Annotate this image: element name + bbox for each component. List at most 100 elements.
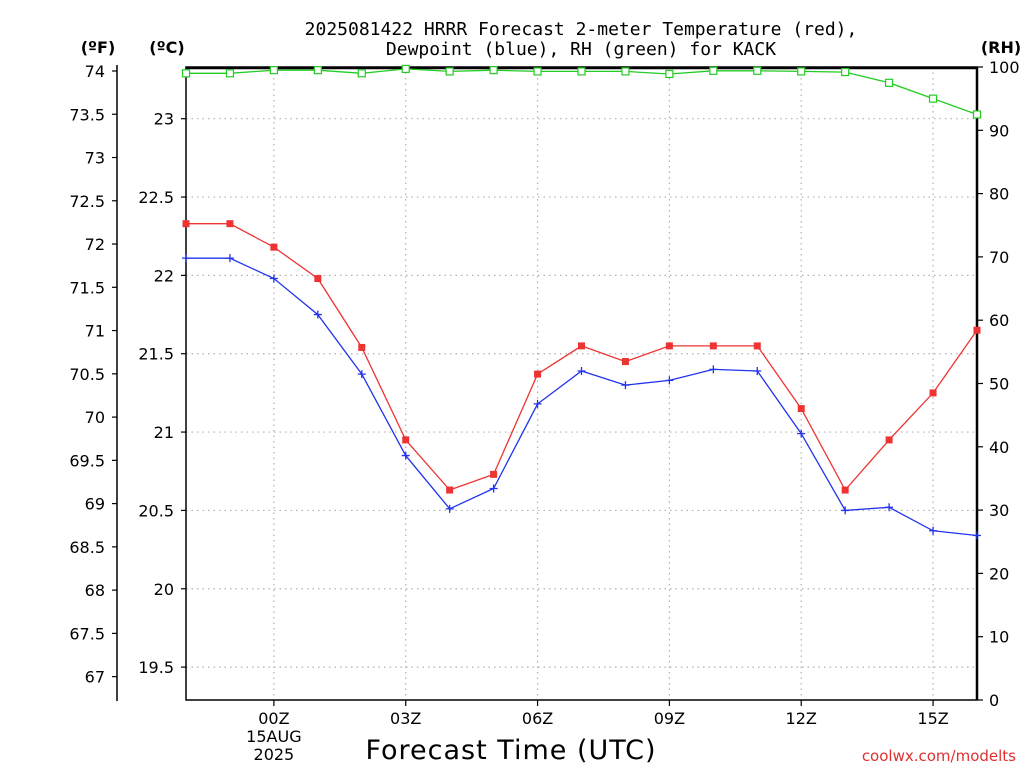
temperature-point bbox=[929, 389, 937, 397]
temperature-point bbox=[973, 326, 981, 334]
fahrenheit-tick-label: 74 bbox=[85, 62, 105, 81]
rh-tick-label: 60 bbox=[989, 311, 1009, 330]
dewpoint-point bbox=[929, 526, 938, 535]
watermark: coolwx.com/modelts bbox=[862, 747, 1016, 765]
dewpoint-point bbox=[621, 381, 630, 390]
rh-tick-label: 50 bbox=[989, 375, 1009, 394]
temperature-point bbox=[797, 405, 805, 413]
temperature-point bbox=[665, 342, 673, 350]
fahrenheit-tick-label: 73.5 bbox=[69, 105, 105, 124]
celsius-tick-label: 20.5 bbox=[138, 501, 174, 520]
rh-point bbox=[401, 64, 410, 73]
dewpoint-point bbox=[885, 503, 894, 512]
fahrenheit-tick-label: 72.5 bbox=[69, 192, 105, 211]
dewpoint-point bbox=[753, 366, 762, 375]
dewpoint-point bbox=[445, 504, 454, 513]
rh-tick-label: 40 bbox=[989, 438, 1009, 457]
temperature-point bbox=[841, 486, 849, 494]
celsius-tick-label: 21 bbox=[154, 423, 174, 442]
plot-border bbox=[185, 66, 978, 701]
celsius-tick-label: 19.5 bbox=[138, 658, 174, 677]
rh-point bbox=[269, 66, 278, 75]
celsius-tick-label: 21.5 bbox=[138, 345, 174, 364]
x-axis-title: Forecast Time (UTC) bbox=[365, 735, 656, 766]
x-tick-year-label: 2025 bbox=[254, 745, 295, 764]
dewpoint-point bbox=[577, 366, 586, 375]
rh-point bbox=[489, 66, 498, 75]
fahrenheit-tick-label: 69.5 bbox=[69, 451, 105, 470]
fahrenheit-tick-label: 71 bbox=[85, 322, 105, 341]
rh-point bbox=[797, 67, 806, 76]
rh-point bbox=[841, 67, 850, 77]
celsius-tick-label: 20 bbox=[154, 580, 174, 599]
fahrenheit-tick-label: 70.5 bbox=[69, 365, 105, 384]
fahrenheit-tick-label: 69 bbox=[85, 495, 105, 514]
fahrenheit-tick-label: 67 bbox=[85, 668, 105, 687]
temperature-line bbox=[186, 223, 978, 492]
temperature-point bbox=[490, 470, 498, 478]
rh-point bbox=[709, 66, 718, 75]
dewpoint-point bbox=[841, 506, 850, 515]
chart-title-line2: Dewpoint (blue), RH (green) for KACK bbox=[386, 39, 776, 60]
grid bbox=[186, 67, 977, 700]
fahrenheit-tick-label: 68 bbox=[85, 581, 105, 600]
dewpoint-point bbox=[665, 376, 674, 385]
fahrenheit-tick-label: 70 bbox=[85, 408, 105, 427]
celsius-tick-label: 22.5 bbox=[138, 188, 174, 207]
temperature-point bbox=[358, 343, 366, 351]
temperature-point bbox=[182, 220, 190, 228]
temperature-point bbox=[446, 486, 454, 494]
temperature-point bbox=[885, 436, 893, 444]
dewpoint-point bbox=[709, 365, 718, 374]
rh-point bbox=[972, 110, 982, 119]
temperature-point bbox=[578, 342, 585, 350]
celsius-axis-label: (ºC) bbox=[149, 38, 184, 57]
rh-point bbox=[181, 69, 191, 78]
rh-tick-label: 0 bbox=[989, 691, 999, 710]
x-tick-label: 09Z bbox=[654, 709, 685, 728]
dewpoint-point bbox=[313, 310, 322, 319]
chart-title-line1: 2025081422 HRRR Forecast 2-meter Tempera… bbox=[305, 19, 858, 40]
dewpoint-point bbox=[182, 254, 190, 263]
rh-series bbox=[181, 64, 982, 119]
temperature-series bbox=[182, 220, 981, 494]
fahrenheit-tick-label: 73 bbox=[85, 149, 105, 168]
rh-point bbox=[225, 69, 235, 78]
dewpoint-point bbox=[269, 274, 278, 283]
celsius-tick-label: 22 bbox=[154, 266, 174, 285]
x-tick-label: 03Z bbox=[390, 709, 421, 728]
x-tick-label: 15Z bbox=[917, 709, 948, 728]
axes-layer: 67 67.5 68 68.5 69 69.5 70 70.5 71 71.5 72 72.5 73 73… bbox=[69, 58, 1019, 764]
temperature-point bbox=[226, 220, 234, 228]
plot-frame bbox=[185, 66, 979, 701]
rh-point bbox=[928, 94, 938, 103]
temperature-point bbox=[753, 342, 761, 350]
dewpoint-point bbox=[489, 484, 498, 493]
rh-axis-label: (RH) bbox=[981, 38, 1021, 57]
dewpoint-point bbox=[225, 254, 234, 263]
fahrenheit-axis-label: (ºF) bbox=[81, 38, 116, 57]
rh-tick-label: 10 bbox=[989, 628, 1009, 647]
rh-tick-label: 80 bbox=[989, 185, 1009, 204]
rh-point bbox=[665, 69, 674, 79]
dewpoint-point bbox=[357, 370, 366, 379]
temperature-point bbox=[621, 358, 629, 366]
temperature-point bbox=[402, 436, 410, 444]
rh-tick-label: 30 bbox=[989, 501, 1009, 520]
rh-point bbox=[533, 67, 542, 76]
temperature-point bbox=[709, 342, 717, 350]
fahrenheit-tick-label: 71.5 bbox=[69, 278, 105, 297]
temperature-point bbox=[270, 243, 278, 251]
dewpoint-point bbox=[797, 429, 806, 438]
x-tick-label: 06Z bbox=[522, 709, 553, 728]
temperature-point bbox=[314, 275, 322, 283]
rh-point bbox=[357, 69, 366, 78]
rh-point bbox=[445, 67, 454, 76]
x-tick-label: 00Z bbox=[258, 709, 289, 728]
dewpoint-point bbox=[973, 531, 981, 540]
dewpoint-point bbox=[401, 451, 410, 460]
rh-tick-label: 20 bbox=[989, 564, 1009, 583]
rh-point bbox=[753, 66, 762, 75]
rh-point bbox=[313, 66, 322, 75]
